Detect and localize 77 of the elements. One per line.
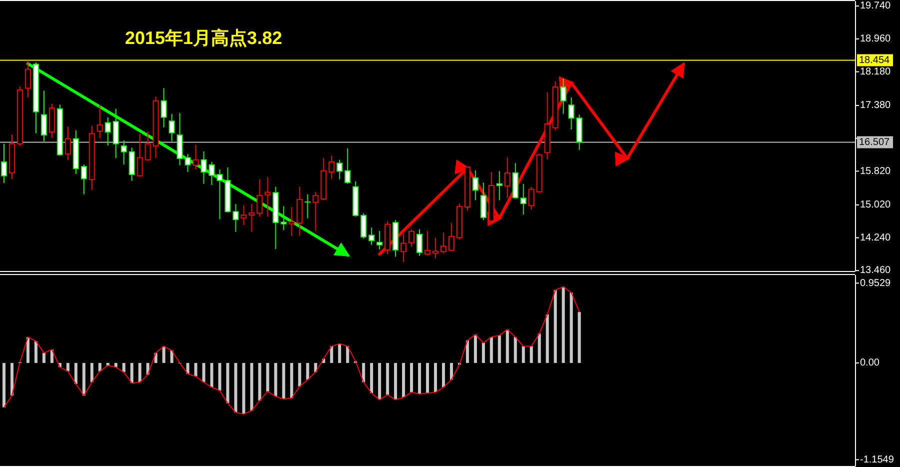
bar bbox=[42, 352, 46, 363]
y-tick-label: 18.960 bbox=[860, 34, 892, 45]
bar bbox=[418, 362, 422, 394]
bar bbox=[122, 362, 126, 372]
bar bbox=[402, 362, 406, 398]
bar bbox=[162, 346, 166, 363]
bar bbox=[130, 362, 134, 384]
bar bbox=[242, 362, 246, 414]
bar bbox=[34, 341, 38, 363]
bar bbox=[410, 362, 414, 392]
bar bbox=[506, 329, 509, 363]
y-tick-label: 17.380 bbox=[860, 100, 892, 112]
bar bbox=[266, 362, 270, 392]
y-tick-label: 15.020 bbox=[860, 200, 892, 211]
bar bbox=[522, 346, 525, 363]
bar bbox=[138, 362, 142, 382]
bar bbox=[82, 362, 86, 396]
bar bbox=[114, 362, 118, 368]
y-tick-label: -1.1549 bbox=[860, 454, 894, 466]
y-tick-label: 18.180 bbox=[860, 66, 892, 78]
text: 2015年1月高点3.82 bbox=[125, 28, 282, 48]
bar bbox=[490, 336, 493, 363]
bar bbox=[90, 362, 94, 382]
bar bbox=[98, 362, 102, 372]
bar bbox=[26, 336, 30, 363]
bar bbox=[474, 334, 477, 363]
y-tick-label: 13.460 bbox=[860, 265, 892, 276]
bar bbox=[298, 362, 302, 386]
bar bbox=[554, 290, 557, 363]
bar bbox=[2, 362, 6, 408]
bar bbox=[258, 362, 262, 401]
bar bbox=[450, 362, 453, 380]
line-series bbox=[3, 286, 580, 415]
bar bbox=[466, 340, 469, 363]
bar bbox=[170, 350, 174, 363]
bar bbox=[330, 346, 334, 363]
bar bbox=[250, 362, 254, 411]
bar bbox=[210, 362, 214, 388]
bar bbox=[362, 362, 366, 382]
bar bbox=[218, 362, 222, 391]
bar bbox=[538, 334, 541, 363]
bar bbox=[306, 362, 310, 380]
bar bbox=[442, 362, 445, 388]
bar bbox=[234, 362, 238, 412]
bar bbox=[226, 362, 230, 404]
bar bbox=[578, 312, 581, 363]
y-tick-label: 19.740 bbox=[860, 0, 892, 12]
bar bbox=[66, 362, 70, 372]
ref-line-label: 18.454 bbox=[859, 54, 890, 66]
ref-line-label: 16.507 bbox=[859, 136, 890, 148]
y-tick-label: 0.9529 bbox=[860, 278, 892, 289]
bar bbox=[378, 362, 382, 400]
bar bbox=[426, 362, 429, 394]
bar bbox=[290, 362, 294, 398]
bar bbox=[546, 314, 549, 363]
bar bbox=[434, 362, 437, 392]
bar bbox=[194, 362, 198, 376]
y-tick-label: 15.820 bbox=[860, 166, 892, 177]
bar bbox=[202, 362, 206, 382]
bar bbox=[498, 335, 501, 363]
bar bbox=[386, 362, 390, 395]
y-tick-label: 14.240 bbox=[860, 232, 892, 244]
bar bbox=[370, 362, 374, 394]
bar bbox=[514, 336, 517, 363]
bar bbox=[282, 362, 286, 399]
bar bbox=[530, 346, 533, 363]
bar bbox=[274, 362, 278, 396]
bar bbox=[338, 344, 342, 363]
bar bbox=[482, 342, 485, 363]
bar bbox=[394, 362, 398, 400]
bar bbox=[186, 362, 190, 374]
y-tick-label: 0.00 bbox=[860, 358, 880, 369]
bar bbox=[570, 292, 573, 363]
bar bbox=[10, 362, 14, 396]
bar bbox=[74, 362, 78, 384]
bar bbox=[562, 286, 565, 363]
bar bbox=[346, 346, 350, 363]
